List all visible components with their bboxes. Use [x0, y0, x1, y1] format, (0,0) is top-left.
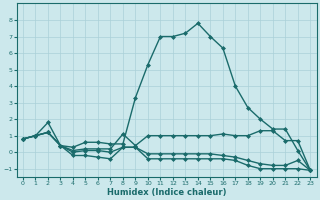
- X-axis label: Humidex (Indice chaleur): Humidex (Indice chaleur): [107, 188, 226, 197]
